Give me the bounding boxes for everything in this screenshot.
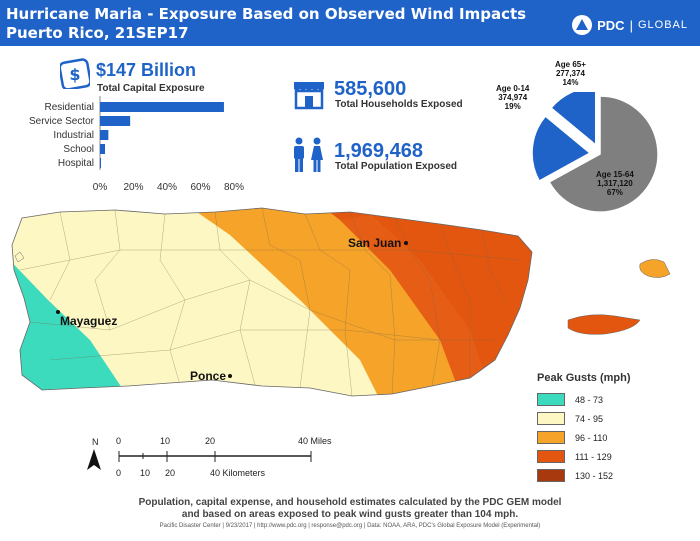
bar-category-label: Residential: [45, 102, 94, 113]
logo-global: GLOBAL: [637, 19, 688, 31]
bar-category-label: School: [63, 144, 94, 155]
bar-school: [100, 144, 106, 154]
bar-industrial: [100, 130, 109, 140]
north-arrow-icon: [87, 449, 101, 470]
store-icon: [294, 82, 324, 110]
money-bag-icon: $: [60, 58, 90, 89]
scale-mile-tick: 10: [160, 436, 171, 446]
bar-service-sector: [100, 116, 131, 126]
puerto-rico-map: [11, 207, 671, 397]
bar-x-tick: 40%: [157, 182, 177, 192]
scale-km-tick: 10: [140, 468, 151, 478]
legend-item: 111 - 129: [537, 450, 612, 463]
bar-category-label: Service Sector: [29, 116, 95, 127]
pie-slice-15-64: [548, 95, 659, 213]
scale-km-tick: 20: [165, 468, 176, 478]
households-value: 585,600: [334, 78, 407, 100]
scale-km-tick: 40 Kilometers: [210, 468, 266, 478]
north-label: N: [92, 437, 99, 447]
households-label: Total Households Exposed: [335, 99, 463, 110]
header-bar: Hurricane Maria - Exposure Based on Obse…: [0, 0, 700, 46]
scale-bar: [118, 451, 312, 462]
bar-residential: [100, 102, 224, 112]
bar-x-tick: 20%: [123, 182, 143, 192]
pie-label-65plus: Age 65+ 277,374 14%: [555, 60, 586, 88]
capital-bar-chart: Residential Service Sector Industrial Schoo…: [29, 96, 244, 192]
population-value: 1,969,468: [334, 140, 423, 162]
footnote-line1: Population, capital expense, and househo…: [138, 497, 562, 508]
city-ponce: Ponce: [190, 369, 227, 383]
map-title: Hurricane Maria - Exposure Based on Obse…: [6, 5, 527, 23]
footnote-line2: and based on areas exposed to peak wind …: [181, 509, 519, 520]
bar-x-tick: 0%: [93, 182, 108, 192]
legend-item: 96 - 110: [537, 431, 607, 444]
logo-separator: |: [629, 17, 633, 33]
legend-title: Peak Gusts (mph): [537, 372, 631, 384]
svg-text:$: $: [69, 65, 80, 84]
legend-item: 48 - 73: [537, 393, 603, 406]
pdc-logo: PDC | GLOBAL: [572, 14, 688, 36]
pdc-logo-icon: [572, 15, 593, 35]
scale-mile-tick: 20: [205, 436, 216, 446]
bar-category-label: Industrial: [53, 130, 94, 141]
pie-slice-0-14: [531, 115, 592, 183]
scale-mile-tick: 0: [116, 436, 122, 446]
capital-label: Total Capital Exposure: [97, 83, 205, 94]
bar-x-tick: 60%: [190, 182, 210, 192]
capital-value: $147 Billion: [96, 60, 197, 80]
scale-mile-tick: 40 Miles: [298, 436, 332, 446]
pie-slice-65plus: [549, 92, 597, 147]
bar-category-label: Hospital: [58, 158, 94, 169]
legend-item: 130 - 152: [537, 469, 613, 482]
pie-label-0-14: Age 0-14 374,974 19%: [496, 84, 530, 112]
population-label: Total Population Exposed: [335, 161, 458, 172]
logo-brand: PDC: [597, 17, 625, 33]
legend-item: 74 - 95: [537, 412, 603, 425]
people-icon: [294, 137, 323, 172]
bar-hospital: [100, 158, 101, 168]
city-mayaguez: Mayaguez: [60, 314, 118, 328]
map-subtitle: Puerto Rico, 21SEP17: [6, 24, 189, 42]
age-pie-chart: [531, 92, 659, 213]
credits: Pacific Disaster Center | 9/23/2017 | ht…: [159, 523, 541, 529]
scale-km-tick: 0: [116, 468, 122, 478]
pie-label-15-64: Age 15-64 1,317,120 67%: [596, 170, 634, 198]
bar-x-tick: 80%: [224, 182, 244, 192]
city-san-juan: San Juan: [348, 236, 402, 250]
